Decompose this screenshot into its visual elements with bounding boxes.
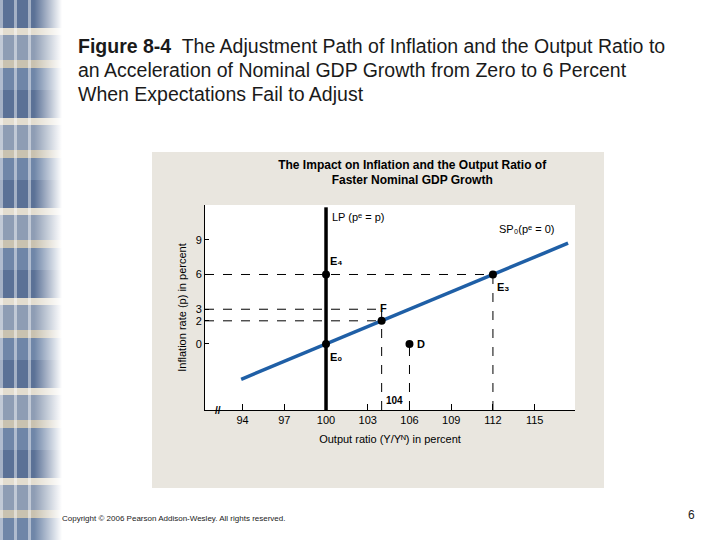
svg-text:SP₀(pᵉ = 0): SP₀(pᵉ = 0) xyxy=(499,223,554,235)
svg-text:F: F xyxy=(380,302,387,314)
svg-text:0: 0 xyxy=(196,338,202,350)
svg-text:D: D xyxy=(417,338,425,350)
svg-text:115: 115 xyxy=(526,414,544,426)
html-text:6: 6 xyxy=(688,508,695,522)
svg-text:3: 3 xyxy=(196,303,202,315)
svg-text:Output ratio (Y/Yᴺ) in percent: Output ratio (Y/Yᴺ) in percent xyxy=(319,433,461,445)
svg-text:9: 9 xyxy=(196,234,202,246)
html-text:Copyright © 2006 Pearson Addis: Copyright © 2006 Pearson Addison-Wesley.… xyxy=(62,514,286,523)
svg-text:100: 100 xyxy=(317,414,335,426)
svg-text:112: 112 xyxy=(484,414,502,426)
svg-text:109: 109 xyxy=(442,414,460,426)
svg-text:E₃: E₃ xyxy=(497,281,509,293)
svg-text:The Impact on Inflation and th: The Impact on Inflation and the Output R… xyxy=(278,158,547,188)
html-text:Figure 8-4 The Adjustment Path: Figure 8-4 The Adjustment Path of Inflat… xyxy=(78,35,666,105)
svg-text:94: 94 xyxy=(236,414,248,426)
svg-text:2: 2 xyxy=(196,315,202,327)
svg-text:104: 104 xyxy=(386,395,403,406)
svg-text:106: 106 xyxy=(400,414,418,426)
svg-text:103: 103 xyxy=(359,414,377,426)
svg-text:6: 6 xyxy=(196,268,202,280)
svg-text://: // xyxy=(215,405,221,416)
svg-text:97: 97 xyxy=(278,414,290,426)
svg-text:E₀: E₀ xyxy=(330,351,342,363)
svg-text:E₄: E₄ xyxy=(330,255,343,267)
svg-text:LP (pᵉ = p): LP (pᵉ = p) xyxy=(332,211,385,223)
svg-text:Inflation rate (p) in percent: Inflation rate (p) in percent xyxy=(176,243,188,371)
